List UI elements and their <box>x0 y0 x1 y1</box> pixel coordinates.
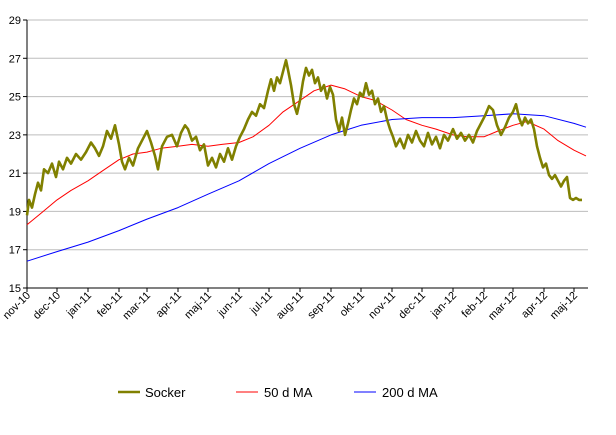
x-tick-label: dec-11 <box>396 290 428 322</box>
x-tick-label: jan-11 <box>64 290 94 320</box>
y-tick-label: 21 <box>9 168 21 180</box>
y-tick-label: 29 <box>9 15 21 27</box>
series-line-0 <box>25 58 582 216</box>
x-tick-label: sep-11 <box>305 290 337 322</box>
axes <box>26 20 588 289</box>
y-tick-label: 17 <box>9 245 21 257</box>
series-line-2 <box>26 113 587 262</box>
x-tick-label: apr-11 <box>154 290 184 320</box>
x-tick-label: nov-11 <box>366 290 398 322</box>
y-tick-label: 27 <box>9 53 21 65</box>
legend-label: Socker <box>145 385 186 400</box>
x-tick-label: feb-12 <box>460 290 491 321</box>
x-tick-label: maj-12 <box>548 290 580 322</box>
x-tick-label: jul-11 <box>247 290 275 318</box>
x-tick-label: jan-12 <box>428 290 459 321</box>
y-tick-label: 15 <box>9 283 21 295</box>
legend-label: 50 d MA <box>264 385 313 400</box>
gridlines <box>27 19 588 251</box>
legend: Socker 50 d MA 200 d MA <box>118 385 438 400</box>
y-tick-label: 25 <box>9 92 21 104</box>
x-tick-label: apr-12 <box>519 290 550 321</box>
series-line-1 <box>26 84 587 226</box>
x-tick-label: maj-11 <box>182 290 214 322</box>
x-tick-label: okt-11 <box>338 290 368 320</box>
y-tick-label: 23 <box>9 130 21 142</box>
y-tick-label: 19 <box>9 206 21 218</box>
x-tick-label: mar-12 <box>486 290 519 323</box>
x-tick-label: dec-10 <box>31 290 63 322</box>
y-axis-ticks: 15 17 19 21 23 25 27 29 <box>9 15 27 295</box>
series-lines <box>25 58 587 262</box>
legend-label: 200 d MA <box>382 385 438 400</box>
x-tick-label: mar-11 <box>121 290 154 323</box>
x-tick-label: aug-11 <box>274 290 306 322</box>
x-tick-label: jun-11 <box>215 290 245 320</box>
